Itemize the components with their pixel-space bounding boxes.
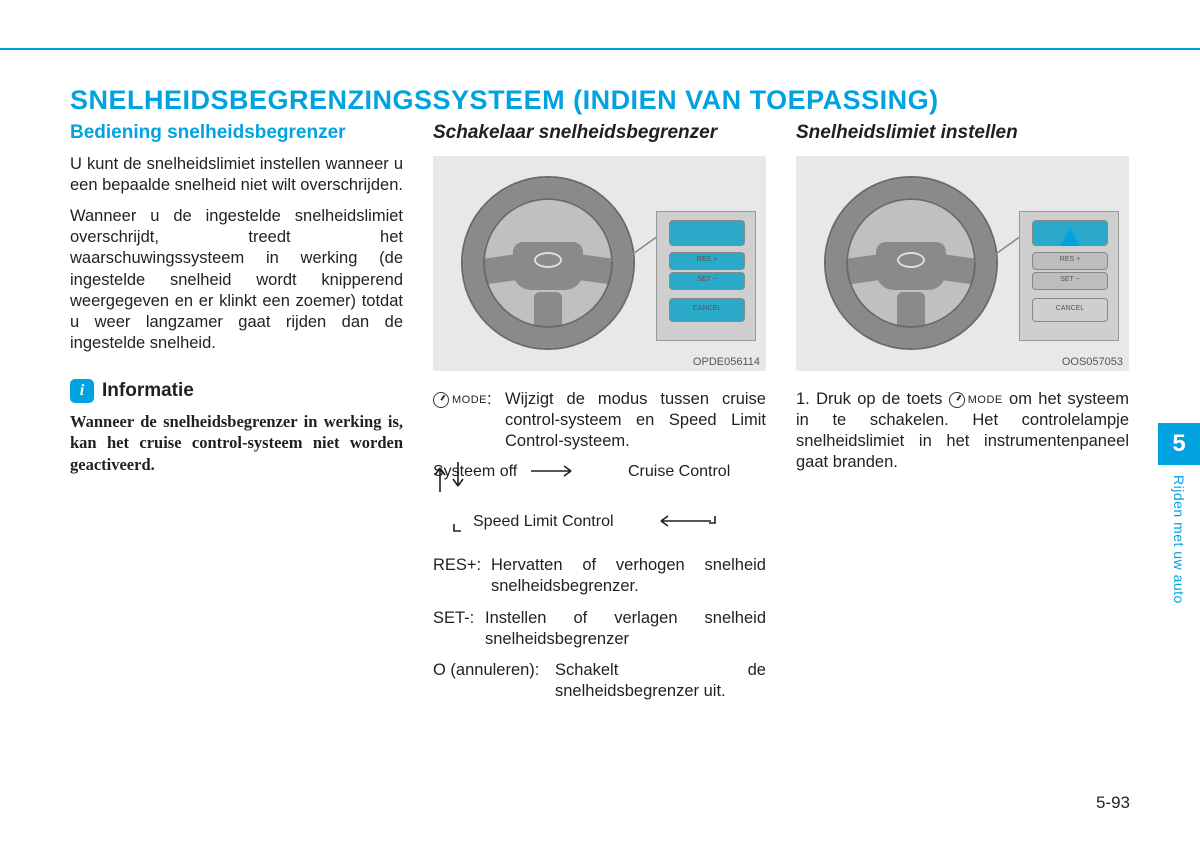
mode-body: Wijzigt de modus tussen cruise control-s… (505, 389, 766, 452)
mode-label: MODE : (433, 389, 505, 452)
col2-subtitle: Schakelaar snelheidsbegrenzer (433, 122, 766, 144)
step1-prefix: 1. Druk op de toets (796, 390, 949, 408)
side-tab: 5 Rijden met uw auto (1158, 423, 1200, 604)
cancel-body: Schakelt de snelheidsbegrenzer uit. (555, 660, 766, 702)
cancel-label: O (annuleren): (433, 660, 555, 702)
column-layout: Bediening snelheidsbegrenzer U kunt de s… (70, 122, 1130, 712)
col1-paragraph-1: U kunt de snelheidslimiet instellen wann… (70, 154, 403, 196)
set-body: Instellen of verlagen snelheid snelheids… (485, 608, 766, 650)
chapter-number: 5 (1158, 423, 1200, 465)
diag-cc: Cruise Control (628, 462, 730, 483)
arrow-left-icon (651, 514, 711, 535)
inset-res-button-2: RES + (1032, 252, 1108, 270)
info-title: Informatie (102, 380, 194, 402)
inset-set-button-2: SET − (1032, 272, 1108, 290)
info-heading: i Informatie (70, 379, 403, 403)
mode-icon: MODE (433, 392, 487, 408)
column-1: Bediening snelheidsbegrenzer U kunt de s… (70, 122, 403, 712)
button-inset-2: RES + SET − CANCEL (1019, 211, 1119, 341)
inset-mode-button (669, 220, 745, 246)
chapter-title: Rijden met uw auto (1171, 475, 1187, 604)
page-number: 5-93 (1096, 793, 1130, 813)
info-body: Wanneer de snelheidsbegrenzer in werking… (70, 411, 403, 475)
diag-sysoff: Systeem off (433, 462, 517, 483)
page-title: SNELHEIDSBEGRENZINGSSYSTEEM (INDIEN VAN … (70, 85, 1130, 116)
inset-res-button: RES + (669, 252, 745, 270)
mode-diagram: Systeem off Cruise Control Speed Limit C… (433, 462, 766, 537)
mode-icon-inline: MODE (949, 392, 1003, 408)
res-label: RES+: (433, 555, 491, 597)
inset-cancel-button: CANCEL (669, 298, 745, 322)
column-3: Snelheidslimiet instellen RES + (796, 122, 1129, 712)
top-rule (0, 48, 1200, 50)
res-body: Hervatten of verhogen snelheid snelheids… (491, 555, 766, 597)
speedometer-icon (433, 392, 449, 408)
corner-bl (447, 518, 461, 539)
diag-slc: Speed Limit Control (473, 512, 614, 533)
def-cancel: O (annuleren): Schakelt de snelheidsbegr… (433, 660, 766, 702)
callout-line-2 (946, 226, 1026, 286)
def-mode: MODE : Wijzigt de modus tussen cruise co… (433, 389, 766, 452)
col3-subtitle: Snelheidslimiet instellen (796, 122, 1129, 144)
def-set: SET-: Instellen of verlagen snelheid sne… (433, 608, 766, 650)
info-icon: i (70, 379, 94, 403)
page-content: SNELHEIDSBEGRENZINGSSYSTEEM (INDIEN VAN … (70, 85, 1130, 712)
col1-paragraph-2: Wanneer u de ingestelde snelheidslimiet … (70, 206, 403, 354)
inset-cancel-button-2: CANCEL (1032, 298, 1108, 322)
column-2: Schakelaar snelheidsbegrenzer RES + (433, 122, 766, 712)
set-label: SET-: (433, 608, 485, 650)
corner-br (709, 514, 723, 535)
speedometer-icon-2 (949, 392, 965, 408)
button-inset: RES + SET − CANCEL (656, 211, 756, 341)
callout-line (583, 226, 663, 286)
col1-subtitle: Bediening snelheidsbegrenzer (70, 122, 403, 144)
arrow-right-icon (531, 464, 581, 485)
figure-set-limit: RES + SET − CANCEL OOS057053 (796, 156, 1129, 371)
arrow-up-blue-icon (1060, 228, 1080, 246)
figure-code-2: OOS057053 (1062, 356, 1123, 368)
inset-set-button: SET − (669, 272, 745, 290)
step-1: 1. Druk op de toets MODE om het systeem … (796, 389, 1129, 473)
figure-code: OPDE056114 (693, 356, 760, 368)
def-res: RES+: Hervatten of verhogen snelheid sne… (433, 555, 766, 597)
figure-switch: RES + SET − CANCEL OPDE056114 (433, 156, 766, 371)
